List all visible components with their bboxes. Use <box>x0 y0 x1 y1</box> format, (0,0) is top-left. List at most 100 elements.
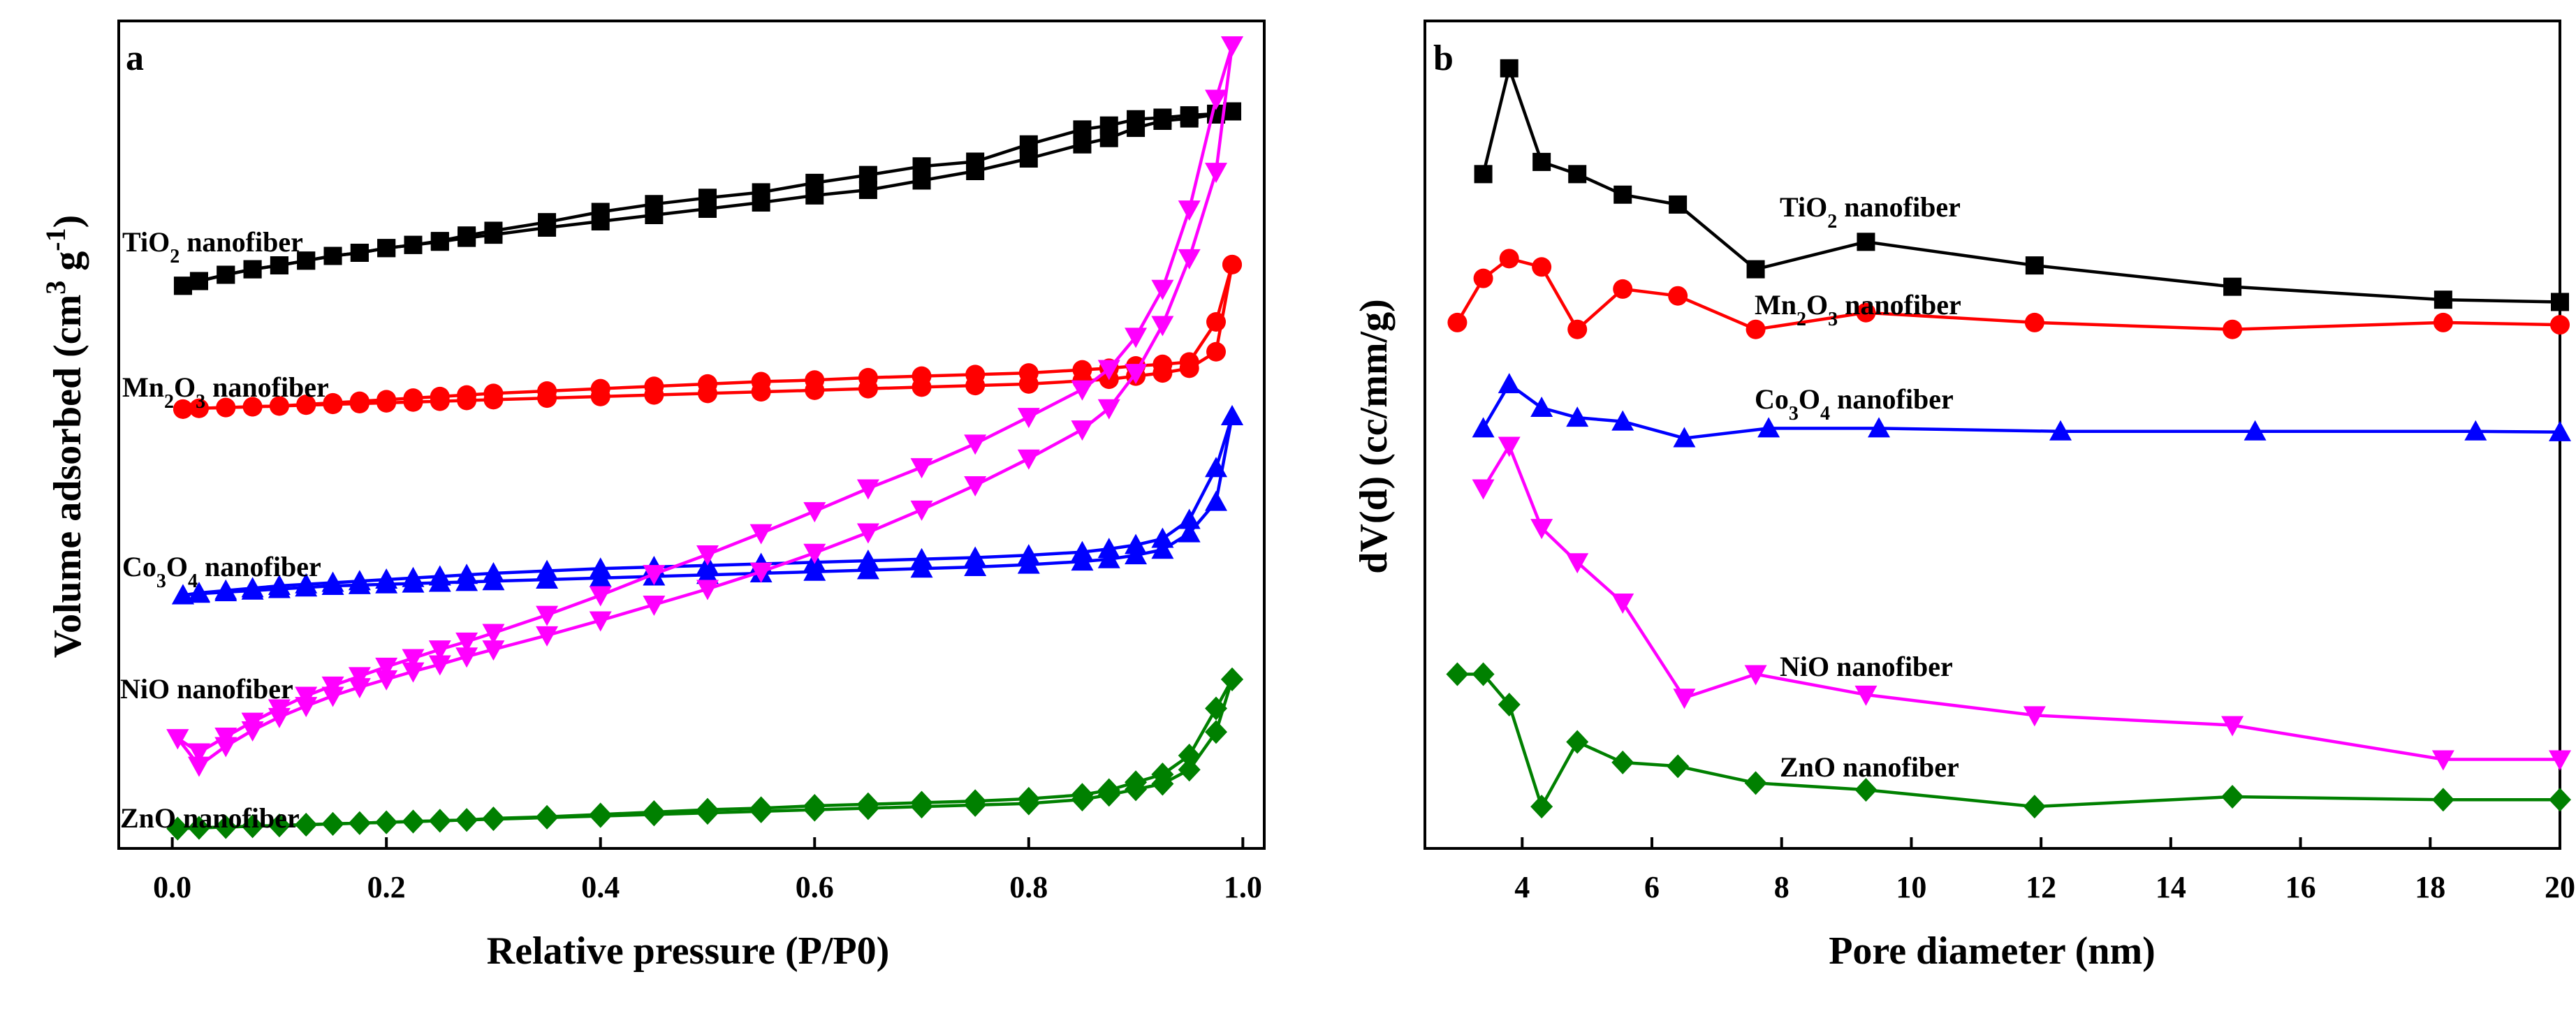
panel-a-tio2-desorption-point <box>243 260 262 279</box>
panel-a-label-nio: NiO nanofiber <box>120 673 293 705</box>
panel-b-zno-curve-point <box>2221 784 2244 809</box>
panel-a-co3o4-adsorption-point <box>1178 522 1201 543</box>
panel-b-x-axis-title: Pore diameter (nm) <box>1829 929 2156 973</box>
panel-a-zno-desorption-point <box>910 790 933 815</box>
panel-b-x-tick-label: 12 <box>2026 870 2056 904</box>
panel-a-mn2o3-desorption-point <box>1018 363 1039 383</box>
panel-b-label-tio2-text: TiO <box>1780 191 1827 223</box>
panel-a-label-tio2-text: TiO <box>122 226 170 258</box>
panel-a-label-mn2o3-subscript: 3 <box>196 391 205 413</box>
panel-b-nio-curve-point <box>1566 553 1589 574</box>
panel-b-zno-curve-point <box>2549 788 2571 812</box>
panel-a-zno-desorption-point <box>1151 763 1174 786</box>
panel-a-zno-desorption-point <box>749 796 773 820</box>
panel-b-tio2-curve-point <box>1500 59 1518 78</box>
panel-a-tio2-desorption-point <box>752 183 770 202</box>
panel-a-mn2o3-desorption-point <box>376 390 397 410</box>
panel-a-nio-adsorption-point <box>1125 364 1148 385</box>
panel-a-label-co3o4-subscript: 4 <box>188 570 198 592</box>
panel-a-nio-desorption-point <box>856 479 879 500</box>
panel-b-label-mn2o3-text: nanofiber <box>1838 289 1961 321</box>
panel-a-label-co3o4-text: Co <box>122 551 156 582</box>
panel-b-label-tio2: TiO2 nanofiber <box>1780 191 1961 233</box>
panel-a-nio-adsorption-point <box>348 678 371 699</box>
panel-a-tio2-desorption-point <box>912 157 931 176</box>
panel-a-nio-adsorption-point <box>482 640 505 661</box>
panel-a-zno-desorption-point <box>1125 770 1148 795</box>
panel-a-mn2o3-desorption-point <box>751 371 771 392</box>
panel-a-co3o4-adsorption-point <box>1205 490 1228 511</box>
panel-b-nio-curve-point <box>1744 665 1767 686</box>
panel-b-nio-curve-point <box>2023 706 2046 727</box>
panel-b-zno-curve-point <box>2023 795 2046 819</box>
panel-a-nio-adsorption-point <box>1205 163 1228 184</box>
panel-b-nio-curve-point <box>1498 436 1521 457</box>
panel-a-x-tick-label: 0.4 <box>581 870 620 904</box>
panel-b-tio2-curve-point <box>1474 165 1493 184</box>
panel-b-nio-curve-point <box>2431 750 2454 771</box>
panel-a-tio2-desorption-point <box>858 165 877 184</box>
panel-a-label-co3o4-text: O <box>166 551 188 582</box>
panel-a-nio-adsorption-point <box>1151 316 1174 337</box>
panel-b-nio-curve-point <box>1611 594 1634 614</box>
panel-a-series-nio <box>166 36 1244 777</box>
panel-a-mn2o3-desorption-point <box>349 391 369 411</box>
panel-b-series-co3o4 <box>1472 373 2571 448</box>
panel-b-tio2-curve-point <box>1568 165 1587 184</box>
panel-a-nio-adsorption-point <box>643 596 666 616</box>
panel-b-x-tick-label: 14 <box>2156 870 2186 904</box>
panel-a-co3o4-desorption-point <box>295 573 318 594</box>
panel-a-zno-desorption-point <box>643 800 666 824</box>
panel-b-co3o4-curve-point <box>1472 417 1495 438</box>
panel-a-co3o4-desorption-point <box>1071 540 1094 561</box>
panel-b-tio2-curve-point <box>2025 256 2044 275</box>
panel-a-zno-desorption-point <box>402 809 425 834</box>
panel-a-nio-adsorption-point <box>964 476 987 496</box>
panel-a-mn2o3-desorption-point <box>242 397 263 417</box>
panel-a-tio2-desorption-point <box>966 152 985 171</box>
panel-b-tio2-curve-point <box>1857 233 1875 251</box>
panel-a-co3o4-desorption-point <box>1178 508 1201 529</box>
panel-a-tio2-desorption-point <box>1180 106 1199 125</box>
panel-a-nio-desorption-point <box>214 728 237 748</box>
panel-a-axes: 0.0 0.2 0.4 0.6 0.8 1.0 <box>153 837 1262 904</box>
panel-a-tio2-desorption-point <box>350 244 369 262</box>
panel-a-plot-frame <box>117 20 1266 850</box>
panel-b-mn2o3-curve-point <box>1499 249 1519 269</box>
panel-a-label-mn2o3-text: nanofiber <box>205 371 329 403</box>
panel-b-mn2o3-curve-point <box>1746 319 1766 339</box>
panel-a-y-axis-title-part3: ) <box>46 215 89 228</box>
panel-a-co3o4-desorption-point <box>171 584 194 605</box>
panel-a-label-co3o4: Co3O4 nanofiber <box>122 551 321 592</box>
panel-a-co3o4-desorption-point <box>856 550 879 570</box>
panel-a-nio-desorption-point <box>643 565 666 586</box>
panel-b-mn2o3-curve-point <box>2550 315 2570 335</box>
panel-a-tio2-desorption-point <box>404 235 423 254</box>
panel-b-mn2o3-curve-point <box>1567 319 1588 339</box>
panel-a-label-mn2o3: Mn2O3 nanofiber <box>122 371 329 413</box>
panel-a-nio-adsorption-point <box>589 611 612 632</box>
panel-a-nio-adsorption-point <box>749 562 773 583</box>
panel-a-zno-desorption-point <box>166 816 189 841</box>
panel-a-nio-adsorption-point <box>1071 420 1094 441</box>
panel-a-co3o4-desorption-point <box>428 565 451 586</box>
panel-a-zno-desorption-point <box>589 802 612 827</box>
panel-a-series <box>166 36 1244 841</box>
panel-a-zno-desorption-point <box>1097 778 1120 802</box>
panel-a-letter: a <box>126 38 144 78</box>
panel-a-tio2-desorption-point <box>430 232 449 251</box>
panel-a-mn2o3-desorption-point <box>430 386 450 406</box>
panel-b-y-axis-title: dV(d) (cc/mm/g) <box>1352 299 1396 573</box>
panel-a-x-tick-label: 0.6 <box>796 870 834 904</box>
panel-a-nio-desorption-point <box>1017 408 1040 429</box>
panel-a-zno-desorption-point <box>856 792 879 816</box>
panel-b-x-tick-label: 18 <box>2415 870 2445 904</box>
panel-a-tio2-desorption-point <box>323 246 342 265</box>
panel-b-label-mn2o3-text: Mn <box>1755 289 1796 321</box>
panel-a-nio-adsorption-point <box>910 500 933 521</box>
panel-a-nio-desorption-point <box>295 686 318 707</box>
panel-a-co3o4-desorption-point <box>589 557 612 578</box>
panel-b-mn2o3-curve-point <box>1613 279 1633 299</box>
panel-a-nio-desorption-point <box>166 729 189 750</box>
